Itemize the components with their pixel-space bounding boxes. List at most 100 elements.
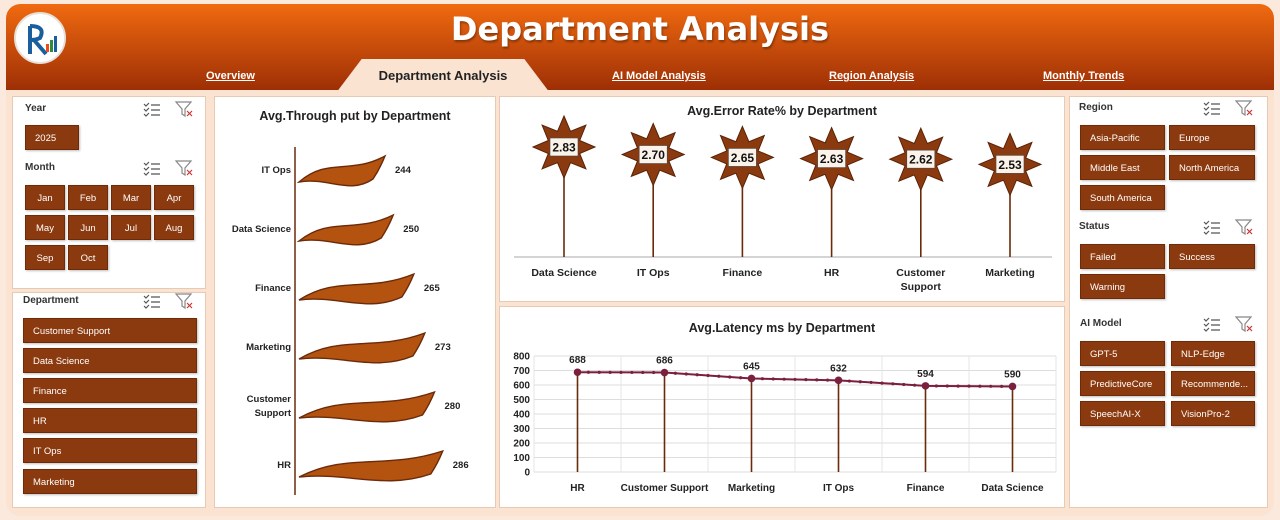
latency-chart: 0 100 200 300 400 500 600 700 800 688 HR 686 Custom… bbox=[513, 352, 1057, 494]
latency-line-dot bbox=[608, 370, 612, 374]
department-item-hr[interactable]: HR bbox=[23, 408, 197, 433]
latency-value-label: 594 bbox=[917, 369, 934, 380]
latency-y-tick-label: 500 bbox=[513, 395, 530, 406]
tab-department-analysis[interactable]: Department Analysis bbox=[336, 59, 550, 93]
ai-model-item-predictivecore[interactable]: PredictiveCore bbox=[1080, 371, 1165, 396]
tab-ai-model-analysis[interactable]: AI Model Analysis bbox=[612, 70, 706, 82]
error-rate-category-label: Data Science bbox=[531, 267, 597, 279]
department-item-customer-support[interactable]: Customer Support bbox=[23, 318, 197, 343]
latency-category-label: Finance bbox=[907, 483, 945, 494]
latency-y-tick-label: 300 bbox=[513, 424, 530, 435]
latency-line-dot bbox=[728, 375, 732, 379]
month-item-may[interactable]: May bbox=[25, 215, 65, 240]
dashboard-frame: Department Analysis Overview Department … bbox=[6, 4, 1274, 516]
month-item-oct[interactable]: Oct bbox=[68, 245, 108, 270]
multi-select-icon[interactable] bbox=[1202, 315, 1222, 333]
latency-line-dot bbox=[804, 378, 808, 382]
latency-point-data-science bbox=[1008, 382, 1017, 391]
status-slicer-title: Status bbox=[1079, 221, 1110, 232]
latency-line-dot bbox=[771, 377, 775, 381]
month-item-aug[interactable]: Aug bbox=[154, 215, 194, 240]
latency-category-label: Customer Support bbox=[621, 483, 709, 494]
status-item-success[interactable]: Success bbox=[1169, 244, 1255, 269]
latency-line-dot bbox=[869, 380, 873, 385]
latency-line-dot bbox=[597, 370, 601, 374]
throughput-bar-hr bbox=[298, 449, 444, 482]
month-item-jul[interactable]: Jul bbox=[111, 215, 151, 240]
latency-line-dot bbox=[891, 382, 895, 386]
latency-category-label: IT Ops bbox=[823, 483, 855, 494]
region-item-north-america[interactable]: North America bbox=[1169, 155, 1255, 180]
ai-model-item-speechai-x[interactable]: SpeechAI-X bbox=[1080, 401, 1165, 426]
clear-filter-icon[interactable] bbox=[1234, 315, 1254, 333]
region-item-europe[interactable]: Europe bbox=[1169, 125, 1255, 150]
ai-model-item-nlp-edge[interactable]: NLP-Edge bbox=[1171, 341, 1255, 366]
clear-filter-icon[interactable] bbox=[174, 100, 194, 118]
multi-select-icon[interactable] bbox=[1202, 99, 1222, 117]
latency-line-dot bbox=[586, 370, 590, 374]
error-rate-value-label: 2.53 bbox=[998, 158, 1022, 172]
month-item-apr[interactable]: Apr bbox=[154, 185, 194, 210]
tab-overview[interactable]: Overview bbox=[206, 70, 255, 82]
latency-line-dot bbox=[847, 379, 851, 383]
latency-y-tick-label: 0 bbox=[524, 468, 530, 479]
department-item-it-ops[interactable]: IT Ops bbox=[23, 438, 197, 463]
tab-region-analysis[interactable]: Region Analysis bbox=[829, 70, 915, 82]
error-rate-chart: 2.83 Data Science 2.70 IT Ops 2.65 Finance 2.6… bbox=[514, 114, 1052, 293]
year-item-2025[interactable]: 2025 bbox=[25, 125, 79, 150]
multi-select-icon[interactable] bbox=[142, 100, 162, 118]
month-item-mar[interactable]: Mar bbox=[111, 185, 151, 210]
department-slicer-title: Department bbox=[23, 295, 79, 306]
throughput-bar-data-science bbox=[296, 213, 395, 246]
clear-filter-icon[interactable] bbox=[174, 292, 194, 310]
error-rate-chart-title: Avg.Error Rate% by Department bbox=[687, 104, 877, 118]
error-rate-value-box bbox=[817, 149, 846, 168]
page-title: Department Analysis bbox=[450, 10, 830, 48]
multi-select-icon[interactable] bbox=[1202, 218, 1222, 236]
latency-point-it-ops bbox=[834, 376, 843, 385]
latency-point-customer-support bbox=[660, 368, 669, 377]
ai-model-item-recommender[interactable]: Recommende... bbox=[1171, 371, 1255, 396]
region-item-south-america[interactable]: South America bbox=[1080, 185, 1165, 210]
multi-select-icon[interactable] bbox=[142, 292, 162, 310]
clear-filter-icon[interactable] bbox=[174, 159, 194, 177]
region-item-asia-pacific[interactable]: Asia-Pacific bbox=[1080, 125, 1165, 150]
error-rate-value-box bbox=[906, 149, 936, 169]
latency-point-finance bbox=[921, 382, 930, 390]
status-item-failed[interactable]: Failed bbox=[1080, 244, 1165, 269]
clear-filter-icon[interactable] bbox=[1234, 99, 1254, 117]
ai-model-item-visionpro-2[interactable]: VisionPro-2 bbox=[1171, 401, 1255, 426]
clear-filter-icon[interactable] bbox=[1234, 218, 1254, 236]
throughput-chart-title: Avg.Through put by Department bbox=[259, 109, 451, 123]
multi-select-icon[interactable] bbox=[142, 159, 162, 177]
ai-model-item-gpt-5[interactable]: GPT-5 bbox=[1080, 341, 1165, 366]
throughput-value-label: 286 bbox=[453, 460, 469, 471]
month-item-jan[interactable]: Jan bbox=[25, 185, 65, 210]
latency-line-dot bbox=[934, 384, 938, 388]
department-item-marketing[interactable]: Marketing bbox=[23, 469, 197, 494]
latency-line-dot bbox=[880, 381, 884, 385]
latency-y-tick-label: 200 bbox=[513, 439, 530, 450]
month-item-sep[interactable]: Sep bbox=[25, 245, 65, 270]
latency-value-label: 632 bbox=[830, 363, 847, 374]
latency-y-tick-label: 800 bbox=[513, 352, 530, 363]
latency-line-dot bbox=[989, 384, 993, 388]
error-rate-category-label: IT Ops bbox=[637, 267, 670, 279]
latency-category-label: HR bbox=[570, 483, 585, 494]
latency-chart-title: Avg.Latency ms by Department bbox=[688, 321, 876, 335]
status-item-warning[interactable]: Warning bbox=[1080, 274, 1165, 299]
month-item-feb[interactable]: Feb bbox=[68, 185, 108, 210]
latency-line-dot bbox=[684, 372, 688, 376]
month-item-jun[interactable]: Jun bbox=[68, 215, 108, 240]
region-item-middle-east[interactable]: Middle East bbox=[1080, 155, 1165, 180]
error-rate-value-box bbox=[728, 148, 757, 167]
throughput-bar-customer-support bbox=[298, 390, 436, 423]
tab-monthly-trends[interactable]: Monthly Trends bbox=[1043, 70, 1125, 82]
throughput-bar-marketing bbox=[298, 331, 427, 364]
throughput-value-label: 280 bbox=[445, 401, 461, 412]
throughput-category-label: Finance bbox=[255, 283, 291, 294]
department-item-finance[interactable]: Finance bbox=[23, 378, 197, 403]
department-item-data-science[interactable]: Data Science bbox=[23, 348, 197, 373]
error-rate-value-label: 2.70 bbox=[642, 148, 666, 162]
throughput-category-label: HR bbox=[277, 460, 291, 471]
